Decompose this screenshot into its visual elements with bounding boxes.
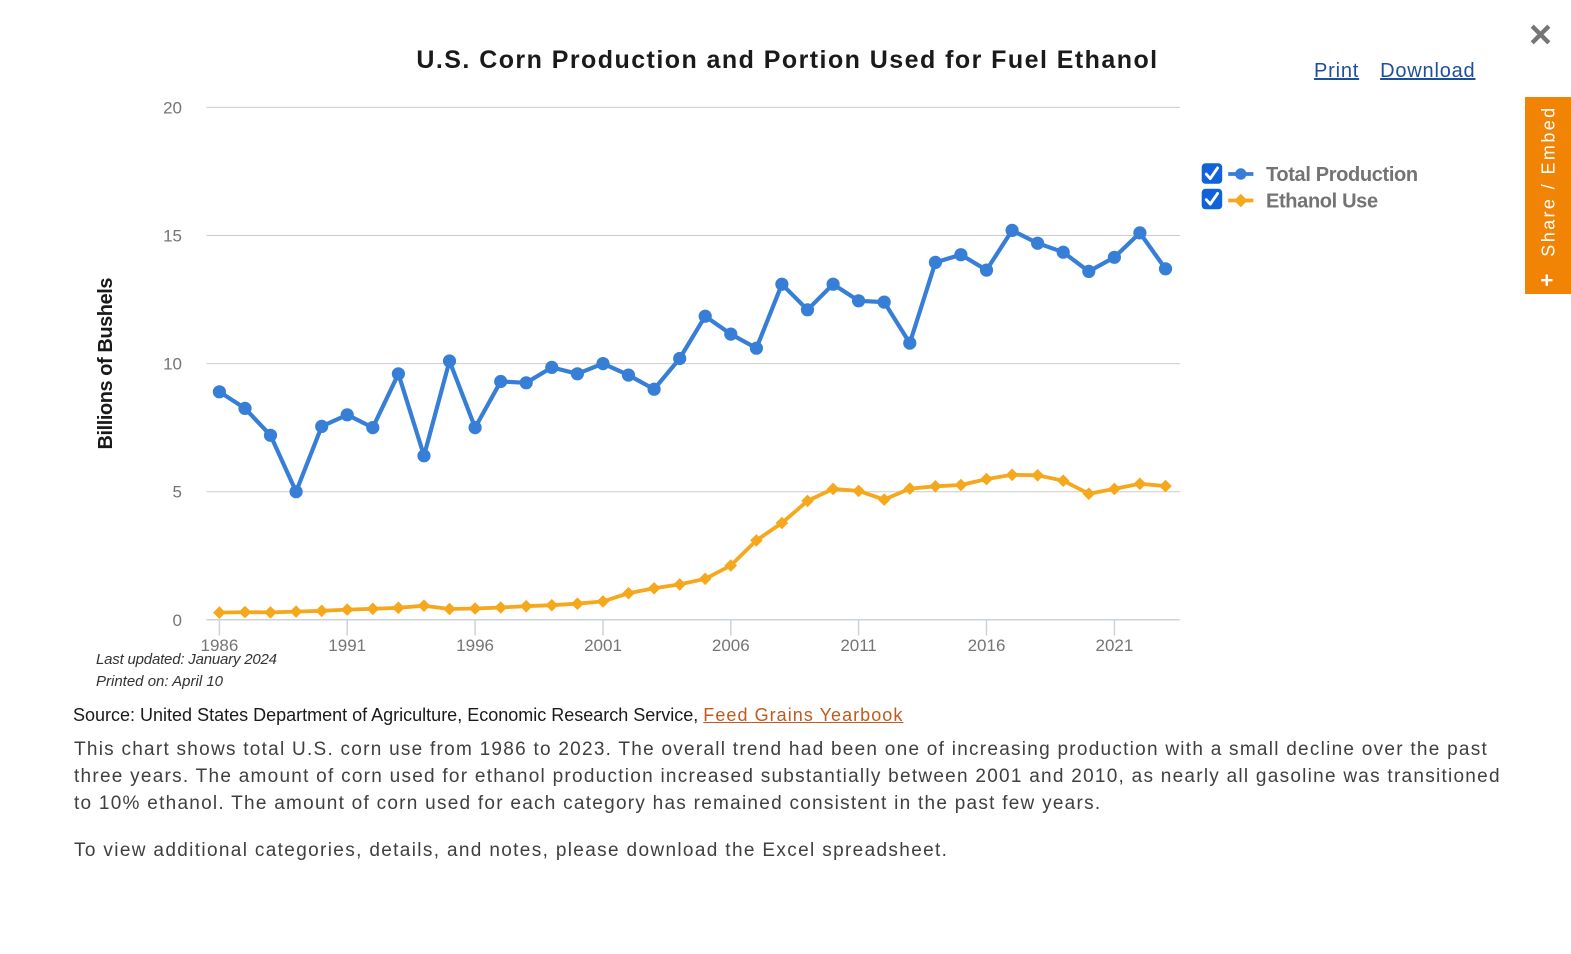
svg-text:Billions of Bushels: Billions of Bushels bbox=[95, 278, 117, 450]
svg-text:2021: 2021 bbox=[1095, 636, 1133, 655]
svg-text:5: 5 bbox=[173, 483, 182, 502]
svg-text:1996: 1996 bbox=[456, 636, 494, 655]
svg-text:Total Production: Total Production bbox=[1266, 164, 1418, 186]
svg-text:15: 15 bbox=[163, 227, 182, 246]
svg-text:0: 0 bbox=[173, 611, 182, 630]
svg-text:1986: 1986 bbox=[200, 636, 238, 655]
svg-text:2006: 2006 bbox=[712, 636, 750, 655]
svg-text:2016: 2016 bbox=[968, 636, 1006, 655]
svg-text:Ethanol Use: Ethanol Use bbox=[1266, 190, 1378, 212]
svg-text:10: 10 bbox=[163, 355, 182, 374]
svg-text:2011: 2011 bbox=[840, 636, 877, 655]
svg-text:2001: 2001 bbox=[584, 636, 622, 655]
svg-text:20: 20 bbox=[163, 98, 182, 117]
svg-text:1991: 1991 bbox=[328, 636, 366, 655]
